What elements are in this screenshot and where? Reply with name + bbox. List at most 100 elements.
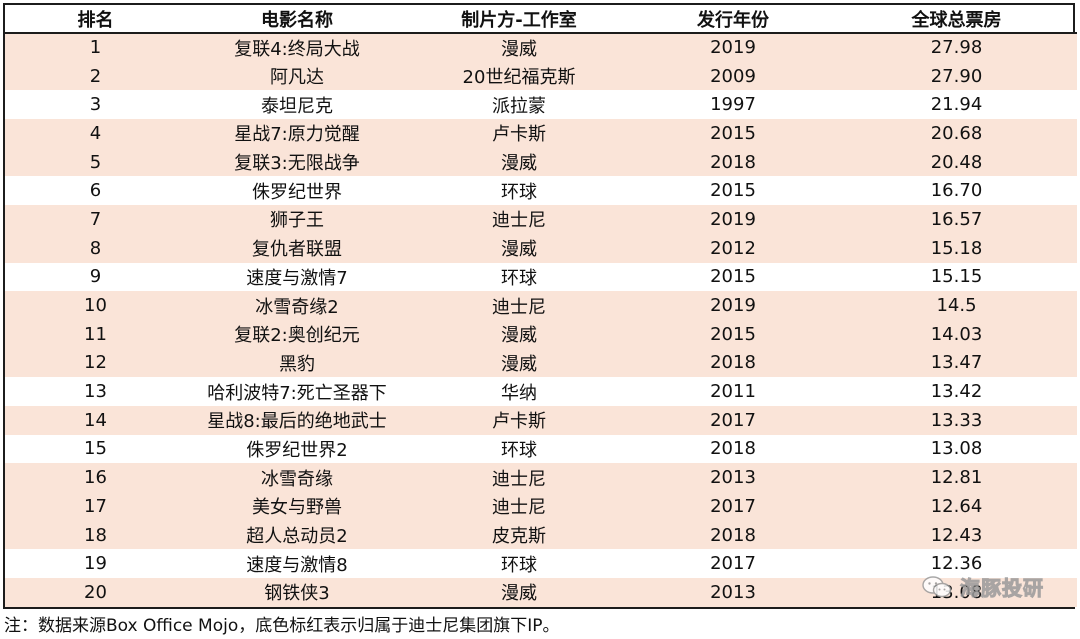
cell-rank: 6 bbox=[89, 180, 102, 202]
cell-year: 2018 bbox=[710, 352, 756, 374]
header-title: 电影名称 bbox=[261, 9, 333, 31]
cell-gross: 27.90 bbox=[930, 65, 983, 87]
cell-rank: 10 bbox=[84, 295, 107, 317]
table-row: 15 侏罗纪世界2 环球 2018 13.08 bbox=[5, 434, 1077, 464]
cell-studio: 迪士尼 bbox=[492, 210, 546, 232]
cell-year: 2019 bbox=[710, 295, 756, 317]
cell-title: 哈利波特7:死亡圣器下 bbox=[207, 382, 387, 404]
table-row: 18 超人总动员2 皮克斯 2018 12.43 bbox=[5, 520, 1077, 550]
table-row: 16 冰雪奇缘 迪士尼 2013 12.81 bbox=[5, 463, 1077, 492]
cell-rank: 4 bbox=[89, 122, 102, 144]
cell-gross: 16.70 bbox=[930, 180, 983, 202]
cell-year: 2018 bbox=[710, 438, 756, 460]
cell-year: 2015 bbox=[710, 180, 756, 202]
cell-rank: 17 bbox=[84, 495, 107, 517]
cell-title: 冰雪奇缘2 bbox=[255, 296, 339, 318]
cell-studio: 迪士尼 bbox=[492, 468, 546, 490]
cell-studio: 漫威 bbox=[501, 153, 537, 175]
cell-year: 2009 bbox=[710, 65, 756, 87]
header-row: 排名 电影名称 制片方-工作室 发行年份 全球总票房 bbox=[5, 5, 1077, 33]
cell-rank: 9 bbox=[89, 266, 102, 288]
table-row: 10 冰雪奇缘2 迪士尼 2019 14.5 bbox=[5, 291, 1077, 320]
cell-gross: 12.43 bbox=[930, 524, 983, 546]
cell-gross: 14.03 bbox=[930, 323, 983, 345]
cell-title: 星战8:最后的绝地武士 bbox=[207, 411, 387, 433]
cell-gross: 13.08 bbox=[930, 438, 983, 460]
cell-rank: 12 bbox=[84, 352, 107, 374]
cell-year: 2015 bbox=[710, 122, 756, 144]
cell-studio: 20世纪福克斯 bbox=[462, 67, 576, 89]
cell-gross: 13.47 bbox=[930, 352, 983, 374]
cell-studio: 环球 bbox=[501, 181, 537, 203]
cell-year: 2017 bbox=[710, 409, 756, 431]
header-studio: 制片方-工作室 bbox=[461, 9, 577, 31]
cell-studio: 派拉蒙 bbox=[492, 95, 546, 117]
cell-gross: 20.48 bbox=[930, 151, 983, 173]
cell-rank: 15 bbox=[84, 438, 107, 460]
cell-gross: 15.18 bbox=[930, 237, 983, 259]
cell-year: 2017 bbox=[710, 495, 756, 517]
cell-studio: 迪士尼 bbox=[492, 296, 546, 318]
cell-gross: 13.42 bbox=[930, 381, 983, 403]
cell-rank: 1 bbox=[89, 37, 102, 59]
cell-rank: 11 bbox=[84, 323, 107, 345]
cell-title: 钢铁侠3 bbox=[264, 583, 330, 605]
cell-rank: 3 bbox=[89, 94, 102, 116]
cell-title: 星战7:原力觉醒 bbox=[234, 124, 360, 146]
cell-title: 超人总动员2 bbox=[246, 526, 348, 548]
table-row: 17 美女与野兽 迪士尼 2017 12.64 bbox=[5, 492, 1077, 521]
watermark: 海豚投研 bbox=[922, 572, 1044, 601]
cell-year: 2018 bbox=[710, 524, 756, 546]
table-header: 排名 电影名称 制片方-工作室 发行年份 全球总票房 bbox=[5, 5, 1077, 33]
table-row: 19 速度与激情8 环球 2017 12.36 bbox=[5, 549, 1077, 579]
table-row: 11 复联2:奥创纪元 漫威 2015 14.03 bbox=[5, 319, 1077, 349]
cell-studio: 卢卡斯 bbox=[492, 124, 546, 146]
cell-gross: 27.98 bbox=[930, 37, 983, 59]
cell-rank: 2 bbox=[89, 65, 102, 87]
table-row: 5 复联3:无限战争 漫威 2018 20.48 bbox=[5, 147, 1077, 177]
table-row: 4 星战7:原力觉醒 卢卡斯 2015 20.68 bbox=[5, 119, 1077, 148]
table-row: 7 狮子王 迪士尼 2019 16.57 bbox=[5, 205, 1077, 234]
cell-studio: 环球 bbox=[501, 554, 537, 576]
cell-studio: 漫威 bbox=[501, 38, 537, 60]
cell-studio: 华纳 bbox=[501, 382, 537, 404]
cell-gross: 12.64 bbox=[930, 495, 983, 517]
cell-year: 2015 bbox=[710, 266, 756, 288]
cell-studio: 迪士尼 bbox=[492, 497, 546, 519]
cell-gross: 12.81 bbox=[930, 467, 983, 489]
header-gross: 全球总票房 bbox=[911, 9, 1002, 31]
cell-year: 2019 bbox=[710, 208, 756, 230]
cell-title: 复联3:无限战争 bbox=[234, 153, 360, 175]
cell-rank: 13 bbox=[84, 381, 107, 403]
table-row: 2 阿凡达 20世纪福克斯 2009 27.90 bbox=[5, 61, 1077, 91]
ranking-table: 排名 电影名称 制片方-工作室 发行年份 全球总票房 1 复联4:终局大战 漫威 20… bbox=[5, 5, 1077, 607]
cell-title: 冰雪奇缘 bbox=[261, 468, 333, 490]
header-rank: 排名 bbox=[77, 9, 114, 31]
cell-studio: 皮克斯 bbox=[492, 526, 546, 548]
cell-rank: 20 bbox=[84, 581, 107, 603]
cell-title: 速度与激情7 bbox=[246, 267, 348, 289]
cell-gross: 15.15 bbox=[930, 266, 983, 288]
cell-rank: 19 bbox=[84, 553, 107, 575]
wechat-icon bbox=[922, 575, 952, 597]
table-row: 12 黑豹 漫威 2018 13.47 bbox=[5, 348, 1077, 378]
cell-studio: 漫威 bbox=[501, 325, 537, 347]
table-row: 3 泰坦尼克 派拉蒙 1997 21.94 bbox=[5, 90, 1077, 120]
table-row: 13 哈利波特7:死亡圣器下 华纳 2011 13.42 bbox=[5, 377, 1077, 406]
cell-year: 2011 bbox=[710, 381, 756, 403]
cell-rank: 8 bbox=[89, 237, 102, 259]
cell-title: 黑豹 bbox=[279, 353, 315, 375]
table-row: 20 钢铁侠3 漫威 2013 13.08 bbox=[5, 578, 1077, 607]
cell-studio: 漫威 bbox=[501, 583, 537, 605]
cell-rank: 14 bbox=[84, 409, 107, 431]
table-body: 1 复联4:终局大战 漫威 2019 27.98 2 阿凡达 20世纪福克斯 2009 27.90… bbox=[5, 33, 1077, 607]
cell-rank: 18 bbox=[84, 524, 107, 546]
cell-year: 1997 bbox=[710, 94, 756, 116]
table-row: 14 星战8:最后的绝地武士 卢卡斯 2017 13.33 bbox=[5, 405, 1077, 435]
cell-year: 2019 bbox=[710, 37, 756, 59]
cell-title: 泰坦尼克 bbox=[261, 95, 333, 117]
cell-title: 速度与激情8 bbox=[246, 554, 348, 576]
header-year: 发行年份 bbox=[697, 9, 769, 31]
cell-title: 侏罗纪世界2 bbox=[246, 439, 348, 461]
cell-gross: 21.94 bbox=[930, 94, 983, 116]
